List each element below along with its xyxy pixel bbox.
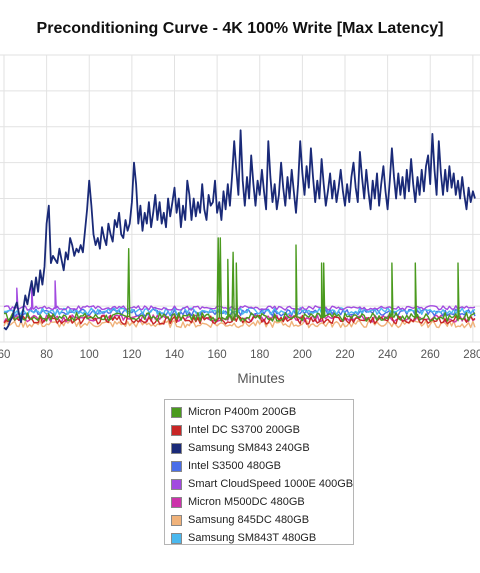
legend-swatch bbox=[171, 424, 182, 436]
legend: Micron P400m 200GB Intel DC S3700 200GB Sa… bbox=[164, 399, 354, 545]
x-tick-label: 180 bbox=[250, 349, 269, 361]
series-line-7 bbox=[4, 306, 476, 316]
legend-label: Smart CloudSpeed 1000E 400GB bbox=[188, 478, 354, 490]
legend-item[interactable]: Intel DC S3700 200GB bbox=[171, 421, 353, 439]
legend-item[interactable]: Samsung 845DC 480GB bbox=[171, 511, 353, 529]
x-tick-label: 100 bbox=[80, 349, 99, 361]
legend-label: Intel DC S3700 200GB bbox=[188, 424, 300, 436]
legend-swatch bbox=[171, 478, 182, 490]
x-tick-label: 240 bbox=[378, 349, 397, 361]
legend-item[interactable]: Smart CloudSpeed 1000E 400GB bbox=[171, 475, 353, 493]
legend-item[interactable]: Intel S3500 480GB bbox=[171, 457, 353, 475]
legend-swatch bbox=[171, 442, 182, 454]
x-axis-ticks: 60 80 100 120 140 160 180 200 220 240 260 280 bbox=[0, 349, 480, 361]
legend-swatch bbox=[171, 496, 182, 508]
x-tick-label: 260 bbox=[421, 349, 440, 361]
series-line-1 bbox=[3, 314, 476, 325]
legend-label: Samsung SM843 240GB bbox=[188, 442, 310, 454]
x-tick-label: 120 bbox=[122, 349, 141, 361]
legend-label: Micron P400m 200GB bbox=[188, 406, 297, 418]
legend-label: Samsung SM843T 480GB bbox=[188, 532, 317, 544]
legend-item[interactable]: Micron M500DC 480GB bbox=[171, 493, 353, 511]
series-lines bbox=[3, 129, 476, 331]
legend-item[interactable]: Samsung SM843T 480GB bbox=[171, 529, 353, 547]
legend-label: Micron M500DC 480GB bbox=[188, 496, 305, 508]
legend-swatch bbox=[171, 460, 182, 472]
legend-label: Intel S3500 480GB bbox=[188, 460, 281, 472]
x-tick-label: 160 bbox=[208, 349, 227, 361]
legend-item[interactable]: Samsung SM843 240GB bbox=[171, 439, 353, 457]
series-line-6 bbox=[3, 319, 476, 329]
legend-swatch bbox=[171, 514, 182, 526]
x-axis-label: Minutes bbox=[237, 371, 285, 386]
x-tick-label: 280 bbox=[463, 349, 480, 361]
chart-title: Preconditioning Curve - 4K 100% Write [M… bbox=[36, 20, 444, 37]
series-line-2 bbox=[3, 129, 476, 331]
legend-label: Samsung 845DC 480GB bbox=[188, 514, 310, 526]
legend-swatch bbox=[171, 406, 182, 418]
x-tick-label: 200 bbox=[293, 349, 312, 361]
x-tick-label: 60 bbox=[0, 349, 10, 361]
legend-item[interactable]: Micron P400m 200GB bbox=[171, 403, 353, 421]
x-tick-label: 140 bbox=[165, 349, 184, 361]
legend-swatch bbox=[171, 532, 182, 544]
x-tick-label: 80 bbox=[40, 349, 53, 361]
series-line-0 bbox=[3, 237, 476, 322]
x-tick-label: 220 bbox=[335, 349, 354, 361]
